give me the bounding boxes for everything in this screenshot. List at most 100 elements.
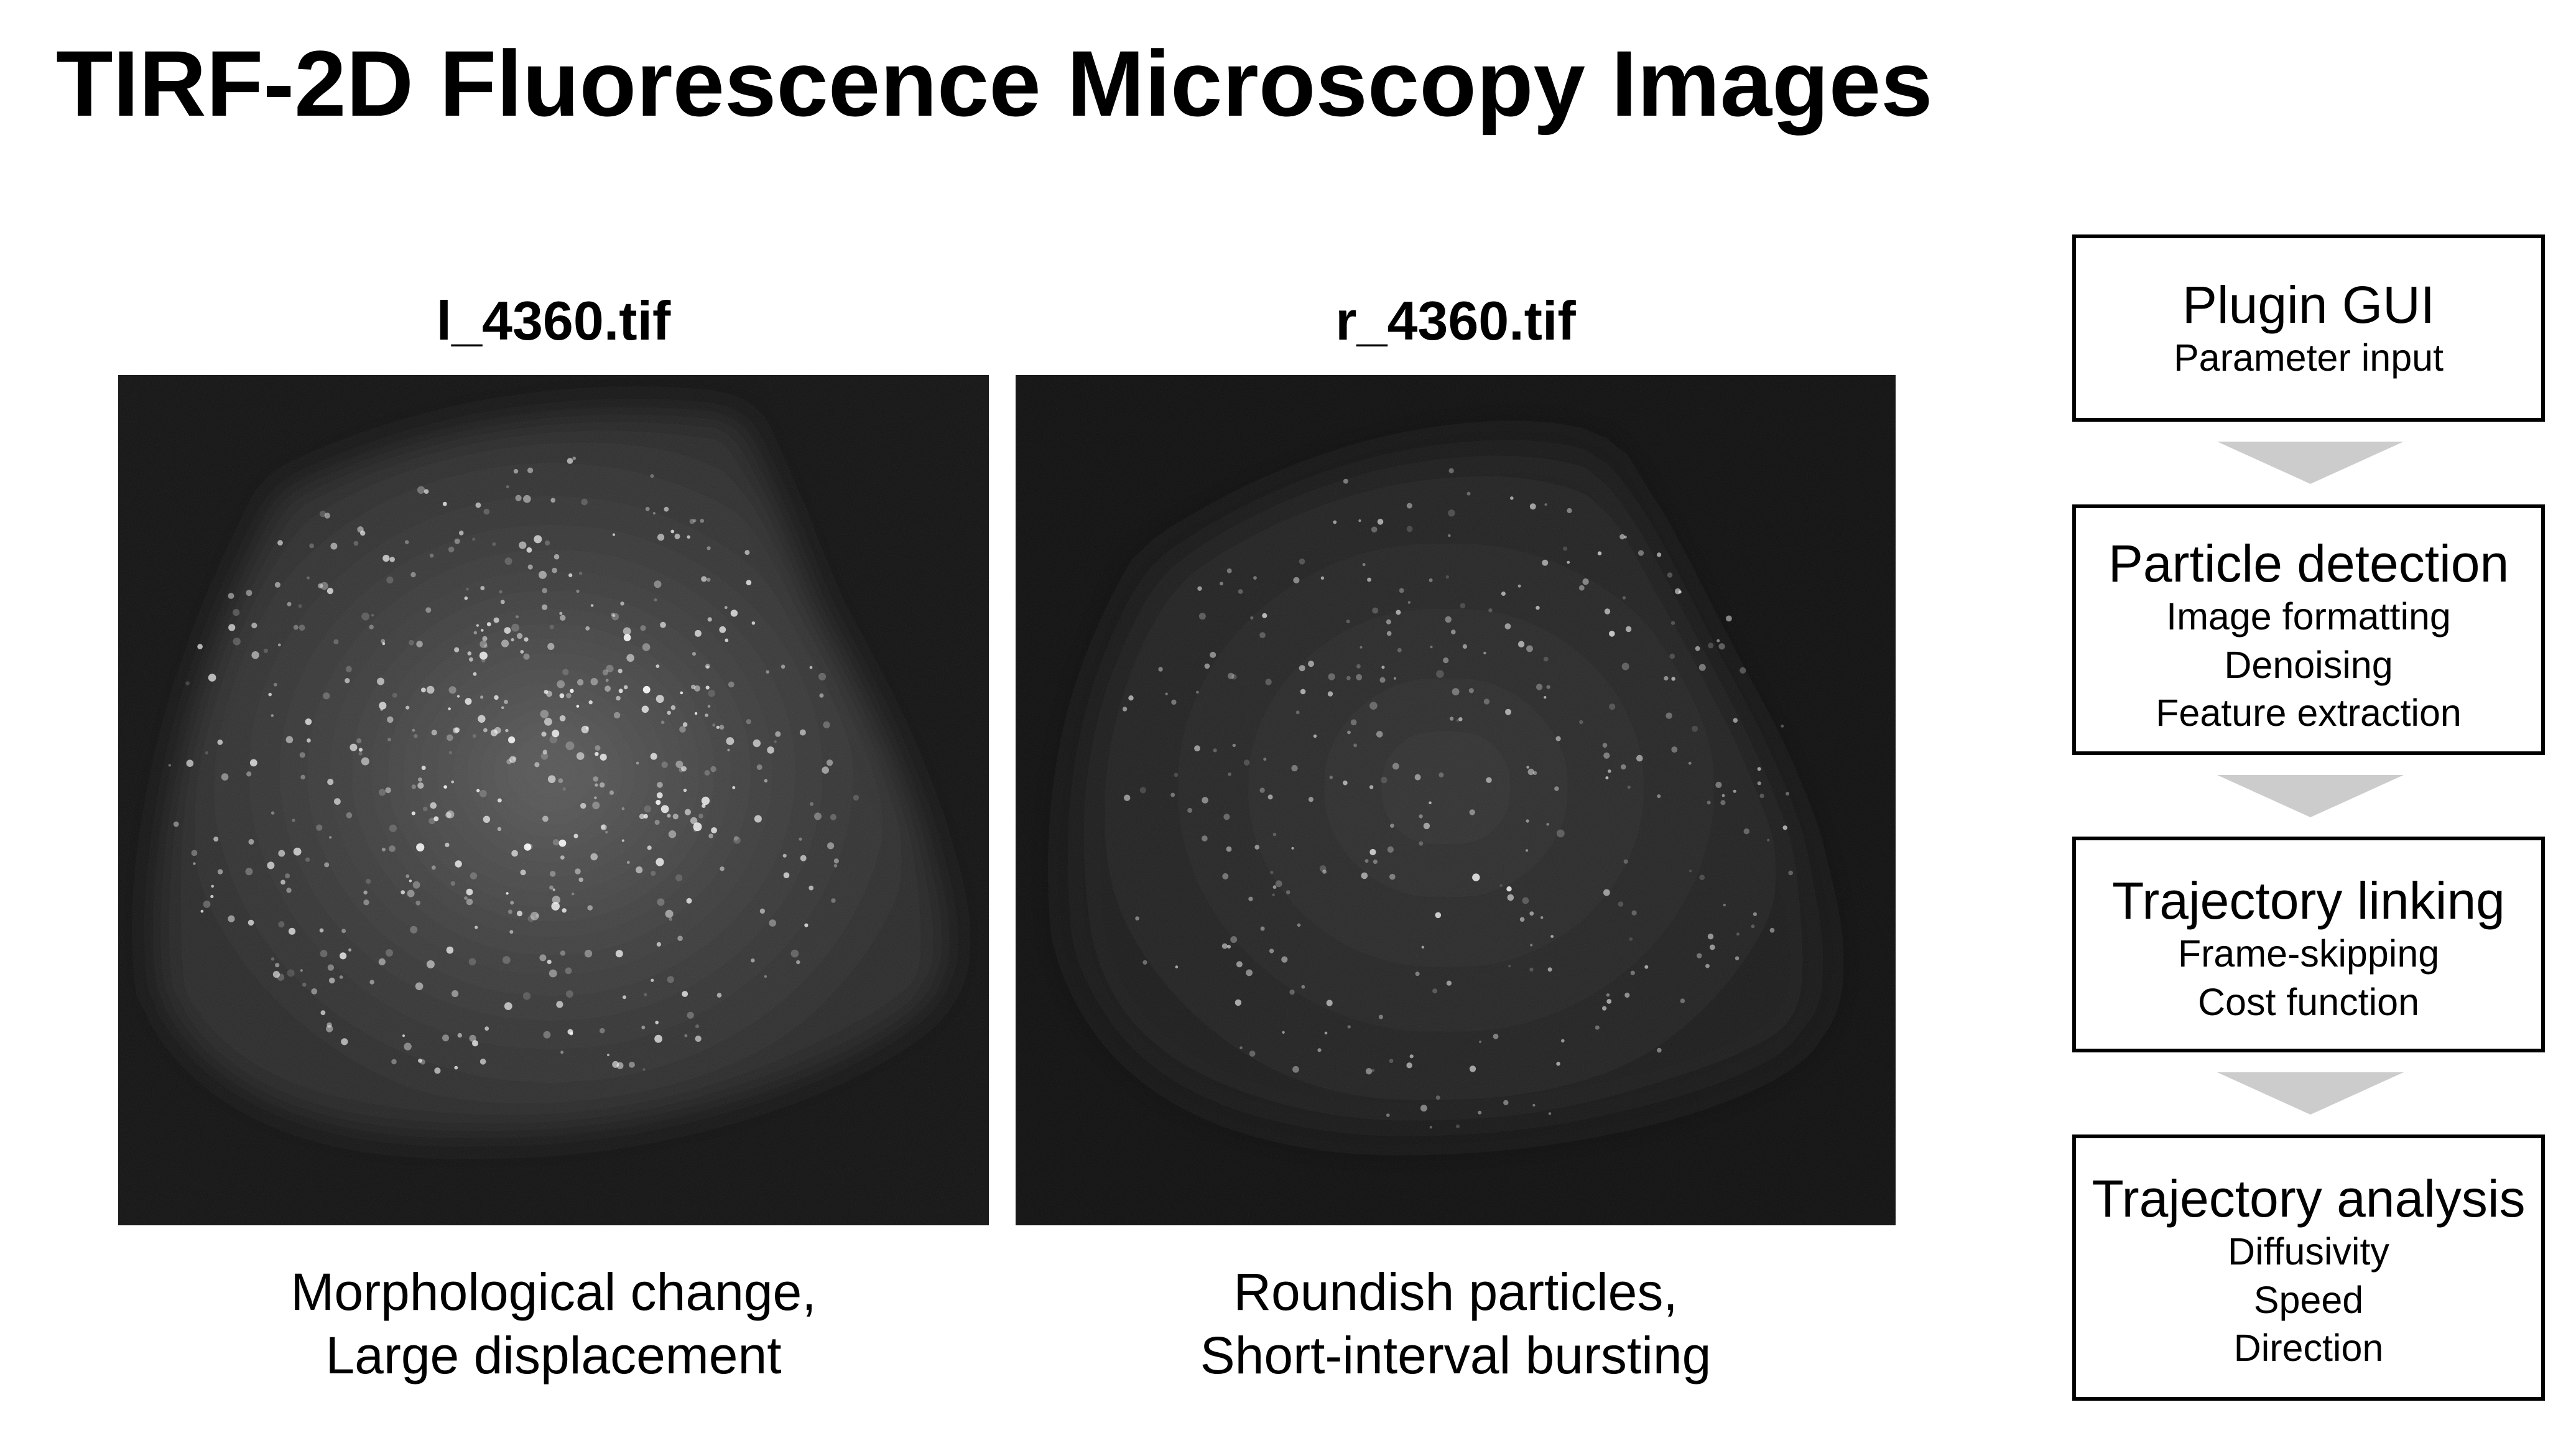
fluorescent-spot bbox=[1699, 875, 1705, 881]
fluorescent-spot bbox=[1715, 781, 1722, 788]
fluorescent-spot bbox=[452, 990, 459, 998]
fluorescent-spot bbox=[667, 976, 674, 983]
fluorescent-spot bbox=[754, 815, 762, 823]
fluorescent-spot bbox=[1269, 949, 1274, 953]
fluorescent-spot bbox=[448, 707, 451, 710]
fluorescent-spot bbox=[378, 958, 386, 965]
fluorescent-spot bbox=[822, 766, 829, 774]
left-caption-line-1: Morphological change, bbox=[290, 1263, 817, 1321]
step-title: Trajectory linking bbox=[2112, 871, 2505, 930]
fluorescent-spot bbox=[560, 615, 566, 621]
fluorescent-spot bbox=[593, 776, 598, 782]
fluorescent-spot bbox=[348, 948, 352, 952]
fluorescent-spot bbox=[675, 874, 683, 881]
fluorescent-spot bbox=[405, 874, 410, 878]
fluorescent-spot bbox=[292, 819, 295, 822]
fluorescent-spot bbox=[565, 967, 572, 975]
fluorescent-spot bbox=[1187, 807, 1193, 813]
fluorescent-spot bbox=[557, 680, 565, 689]
fluorescent-spot bbox=[1526, 819, 1529, 823]
fluorescent-spot bbox=[327, 964, 335, 971]
fluorescent-spot bbox=[641, 1025, 646, 1029]
fluorescent-spot bbox=[1299, 665, 1305, 672]
left-image-caption: Morphological change, Large displacement bbox=[118, 1260, 989, 1388]
fluorescent-spot bbox=[411, 811, 415, 815]
fluorescent-spot bbox=[1243, 759, 1250, 766]
fluorescent-spot bbox=[1527, 768, 1534, 776]
fluorescent-spot bbox=[358, 751, 363, 756]
fluorescent-spot bbox=[501, 639, 509, 647]
fluorescent-spot bbox=[1723, 903, 1726, 907]
fluorescent-spot bbox=[565, 741, 575, 751]
fluorescent-spot bbox=[1420, 1105, 1427, 1112]
fluorescent-spot bbox=[285, 736, 294, 743]
fluorescent-spot bbox=[1158, 667, 1163, 672]
fluorescent-spot bbox=[404, 1042, 412, 1051]
fluorescent-spot bbox=[707, 705, 711, 708]
fluorescent-spot bbox=[1343, 478, 1348, 484]
fluorescent-spot bbox=[818, 672, 827, 680]
fluorescent-spot bbox=[1493, 1033, 1499, 1039]
fluorescent-spot bbox=[566, 693, 572, 698]
fluorescent-spot bbox=[700, 519, 705, 523]
fluorescent-spot bbox=[378, 789, 386, 796]
fluorescent-spot bbox=[527, 915, 535, 922]
fluorescent-spot bbox=[203, 900, 211, 908]
pipeline-step-trajectory-analysis: Trajectory analysis Diffusivity Speed Di… bbox=[2072, 1134, 2545, 1401]
fluorescent-spot bbox=[1781, 725, 1784, 728]
fluorescent-spot bbox=[516, 633, 523, 639]
fluorescent-spot bbox=[733, 835, 739, 841]
fluorescent-spot bbox=[607, 1054, 609, 1057]
fluorescent-spot bbox=[1174, 773, 1179, 777]
step-item: Speed bbox=[2253, 1278, 2364, 1321]
fluorescent-spot bbox=[405, 705, 410, 710]
fluorescent-spot bbox=[587, 905, 593, 911]
fluorescent-spot bbox=[546, 690, 552, 697]
fluorescent-spot bbox=[600, 1028, 605, 1034]
fluorescent-spot bbox=[421, 766, 426, 770]
fluorescent-spot bbox=[759, 908, 766, 914]
flow-arrow-shape bbox=[2217, 1072, 2404, 1115]
fluorescent-spot bbox=[1621, 662, 1629, 670]
fluorescent-spot bbox=[716, 725, 720, 729]
fluorescent-spot bbox=[1486, 777, 1492, 783]
fluorescent-spot bbox=[1546, 685, 1550, 689]
fluorescent-spot bbox=[414, 734, 418, 738]
fluorescent-spot bbox=[1419, 814, 1423, 819]
fluorescent-spot bbox=[547, 775, 556, 783]
fluorescent-spot bbox=[1238, 589, 1243, 594]
fluorescent-spot bbox=[1409, 1054, 1414, 1059]
fluorescent-spot bbox=[401, 890, 405, 894]
fluorescent-spot bbox=[542, 588, 547, 593]
fluorescent-spot bbox=[621, 807, 625, 810]
fluorescent-spot bbox=[497, 827, 502, 832]
fluorescent-spot bbox=[570, 1032, 573, 1036]
fluorescent-spot bbox=[382, 555, 390, 562]
fluorescent-spot bbox=[650, 753, 657, 760]
fluorescent-spot bbox=[1504, 623, 1511, 629]
fluorescent-spot bbox=[1609, 703, 1616, 710]
fluorescent-spot bbox=[1451, 629, 1456, 634]
fluorescent-spot bbox=[228, 915, 235, 922]
fluorescent-spot bbox=[334, 798, 341, 805]
fluorescent-spot bbox=[711, 827, 717, 833]
fluorescent-spot bbox=[756, 764, 762, 770]
fluorescent-spot bbox=[1423, 822, 1430, 830]
fluorescent-spot bbox=[268, 692, 272, 697]
fluorescent-spot bbox=[210, 894, 214, 898]
fluorescent-spot bbox=[1170, 792, 1175, 797]
fluorescent-spot bbox=[1462, 644, 1467, 649]
fluorescent-spot bbox=[418, 1059, 422, 1063]
fluorescent-spot bbox=[683, 788, 687, 792]
right-image-filename: r_4360.tif bbox=[1335, 290, 1576, 351]
fluorescent-spot bbox=[1707, 800, 1711, 805]
left-microscopy-image bbox=[118, 375, 989, 1225]
step-title: Trajectory analysis bbox=[2092, 1169, 2526, 1228]
fluorescent-spot bbox=[479, 790, 487, 797]
fluorescent-spot bbox=[509, 930, 514, 934]
fluorescent-spot bbox=[558, 839, 567, 847]
fluorescent-spot bbox=[1282, 1031, 1285, 1034]
fluorescent-spot bbox=[1270, 871, 1274, 875]
fluorescent-spot bbox=[1259, 787, 1265, 793]
fluorescent-spot bbox=[168, 764, 172, 767]
